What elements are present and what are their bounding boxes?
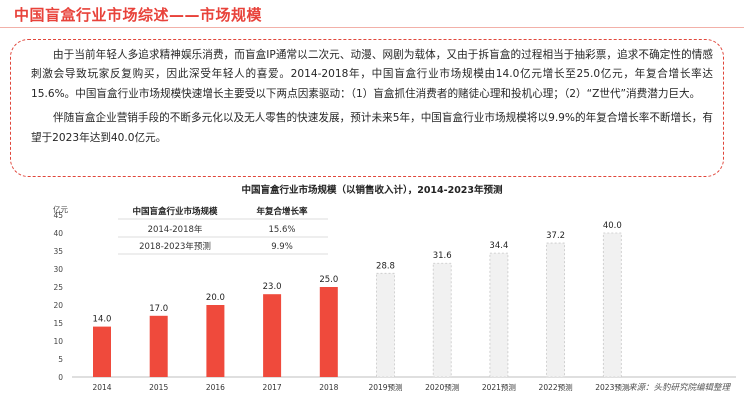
y-tick-label: 25 [53, 283, 63, 292]
bar-value-label: 40.0 [603, 221, 622, 231]
x-tick-label: 2017 [263, 383, 282, 392]
bar-value-label: 28.8 [376, 261, 395, 271]
bar [206, 305, 225, 377]
bar-value-label: 34.4 [489, 241, 508, 251]
bar-value-label: 31.6 [433, 251, 452, 261]
y-tick-label: 30 [53, 265, 63, 274]
bar-value-label: 37.2 [546, 231, 565, 241]
x-tick-label: 2018 [319, 383, 338, 392]
cagr-table-cell: 15.6% [268, 225, 295, 235]
forecast-bar [546, 242, 565, 378]
y-tick-label: 20 [53, 301, 63, 310]
summary-paragraph-1: 由于当前年轻人多追求精神娱乐消费，而盲盒IP通常以二次元、动漫、网剧为载体，又由… [31, 49, 713, 100]
x-tick-label: 2015 [149, 383, 168, 392]
bar-value-label: 17.0 [149, 304, 168, 314]
cagr-table-cell: 9.9% [271, 242, 293, 252]
bar [263, 294, 282, 377]
y-tick-label: 35 [53, 247, 63, 256]
bar-value-label: 20.0 [206, 293, 225, 303]
y-tick-label: 10 [53, 337, 63, 346]
bar [319, 287, 338, 377]
forecast-bar [432, 262, 452, 378]
title-divider [0, 27, 744, 28]
x-tick-label: 2023预测 [595, 382, 629, 392]
chart-title: 中国盲盒行业市场规模（以销售收入计），2014-2023年预测 [241, 184, 503, 196]
y-tick-label: 45 [53, 211, 63, 220]
y-tick-label: 0 [58, 373, 63, 382]
forecast-bar [602, 232, 622, 378]
chart-source: 来源：头豹研究院编辑整理 [627, 383, 730, 393]
x-tick-label: 2020预测 [425, 382, 459, 392]
x-tick-label: 2019预测 [368, 382, 402, 392]
x-tick-label: 2022预测 [539, 382, 573, 392]
bar-value-label: 23.0 [263, 282, 282, 292]
y-tick-label: 5 [58, 355, 63, 364]
summary-box: 由于当前年轻人多追求精神娱乐消费，而盲盒IP通常以二次元、动漫、网剧为载体，又由… [10, 39, 724, 177]
bar [149, 315, 168, 377]
x-tick-label: 2021预测 [482, 382, 516, 392]
cagr-table-header: 中国盲盒行业市场规模 [132, 206, 218, 217]
y-tick-label: 15 [53, 319, 63, 328]
cagr-table-cell: 2014-2018年 [148, 224, 203, 235]
cagr-table-cell: 2018-2023年预测 [139, 241, 211, 252]
forecast-bar [376, 272, 395, 378]
summary-paragraph-2: 伴随盲盒企业营销手段的不断多元化以及无人零售的快速发展，预计未来5年，中国盲盒行… [31, 112, 713, 144]
page-title: 中国盲盒行业市场综述——市场规模 [14, 6, 263, 24]
x-tick-label: 2016 [206, 383, 225, 392]
y-tick-label: 40 [53, 229, 63, 238]
y-axis-unit-label: 亿元 [53, 204, 68, 214]
bar [93, 326, 111, 377]
bar-value-label: 14.0 [93, 315, 112, 325]
x-tick-label: 2014 [92, 383, 111, 392]
cagr-table-header: 年复合增长率 [256, 206, 308, 217]
bar-value-label: 25.0 [319, 275, 338, 285]
forecast-bar [489, 252, 509, 378]
